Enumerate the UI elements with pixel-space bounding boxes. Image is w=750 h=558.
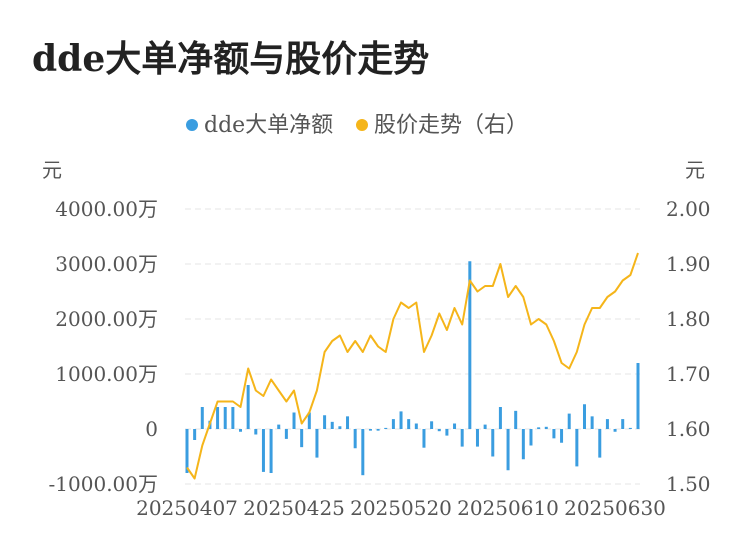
- bar: [628, 427, 632, 429]
- bar: [330, 421, 334, 429]
- bar: [193, 429, 197, 440]
- bar: [453, 423, 457, 429]
- bar: [277, 424, 281, 429]
- bar: [315, 429, 319, 458]
- bar: [254, 429, 258, 435]
- line-series: [186, 252, 639, 480]
- bar: [216, 407, 220, 429]
- bar: [552, 429, 556, 439]
- bar: [300, 429, 304, 448]
- bar: [468, 261, 472, 429]
- bar: [284, 429, 288, 439]
- x-tick-label: 20250425: [243, 496, 345, 520]
- right-axis-unit: 元: [685, 158, 705, 182]
- left-tick-label: 1000.00万: [55, 362, 158, 386]
- bar: [544, 426, 548, 429]
- bar: [445, 429, 449, 436]
- legend-label-bar: dde大单净额: [204, 113, 333, 138]
- right-tick-label: 2.00: [666, 197, 711, 221]
- bar: [422, 429, 426, 448]
- bar: [292, 412, 296, 429]
- bar: [521, 429, 525, 460]
- bar: [636, 363, 640, 429]
- left-tick-label: 3000.00万: [55, 252, 158, 276]
- left-axis-unit: 元: [42, 158, 62, 182]
- bar: [575, 429, 579, 467]
- right-tick-label: 1.50: [666, 472, 711, 496]
- bar: [560, 429, 564, 443]
- bar: [261, 429, 265, 472]
- bar: [391, 419, 395, 429]
- bar: [437, 429, 441, 432]
- bar: [605, 419, 609, 429]
- bar: [399, 411, 403, 429]
- bar: [529, 429, 533, 446]
- bar: [590, 416, 594, 429]
- bar: [475, 429, 479, 447]
- bar: [239, 429, 243, 432]
- bar: [582, 404, 586, 429]
- bar: [506, 429, 510, 471]
- legend-marker-line: [356, 119, 368, 131]
- right-tick-label: 1.60: [666, 417, 711, 441]
- bar: [185, 429, 189, 473]
- bar: [376, 429, 380, 431]
- bar: [514, 410, 518, 429]
- left-tick-label: 2000.00万: [55, 307, 158, 331]
- bar: [269, 429, 273, 473]
- bar: [621, 419, 625, 429]
- bar: [231, 407, 235, 429]
- left-tick-label: 4000.00万: [55, 197, 158, 221]
- price-line: [186, 252, 639, 480]
- bar: [353, 429, 357, 449]
- bar: [246, 385, 250, 429]
- right-tick-label: 1.80: [666, 307, 711, 331]
- bar: [223, 407, 227, 429]
- left-tick-label: -1000.00万: [49, 472, 158, 496]
- bar: [460, 429, 464, 447]
- bar: [323, 415, 327, 429]
- legend: dde大单净额 股价走势（右）: [186, 113, 528, 138]
- x-tick-label: 20250520: [350, 496, 452, 520]
- bar: [498, 407, 502, 429]
- bar: [338, 426, 342, 429]
- bar: [483, 424, 487, 429]
- bar: [200, 407, 204, 429]
- bar: [368, 429, 372, 431]
- right-tick-label: 1.70: [666, 362, 711, 386]
- x-tick-label: 20250610: [457, 496, 559, 520]
- legend-label-line: 股价走势（右）: [374, 113, 528, 138]
- x-tick-label: 20250407: [136, 496, 238, 520]
- bar: [537, 427, 541, 429]
- legend-marker-bar: [186, 119, 198, 131]
- x-tick-label: 20250630: [564, 496, 666, 520]
- bar: [361, 429, 365, 476]
- bar: [414, 423, 418, 429]
- bar: [430, 421, 434, 429]
- chart-title: dde大单净额与股价走势: [32, 38, 430, 80]
- bar: [384, 427, 388, 429]
- bar: [598, 429, 602, 458]
- bar: [346, 416, 350, 429]
- bar: [613, 429, 617, 432]
- bar-series: [185, 261, 640, 476]
- bar: [567, 413, 571, 429]
- left-tick-label: 0: [145, 417, 158, 441]
- bar: [491, 429, 495, 457]
- gridlines: [185, 208, 640, 485]
- bar: [407, 419, 411, 429]
- bar: [307, 412, 311, 429]
- axis-labels: 4000.00万 2.00 3000.00万 1.90 2000.00万 1.80 1000…: [49, 197, 711, 520]
- right-tick-label: 1.90: [666, 252, 711, 276]
